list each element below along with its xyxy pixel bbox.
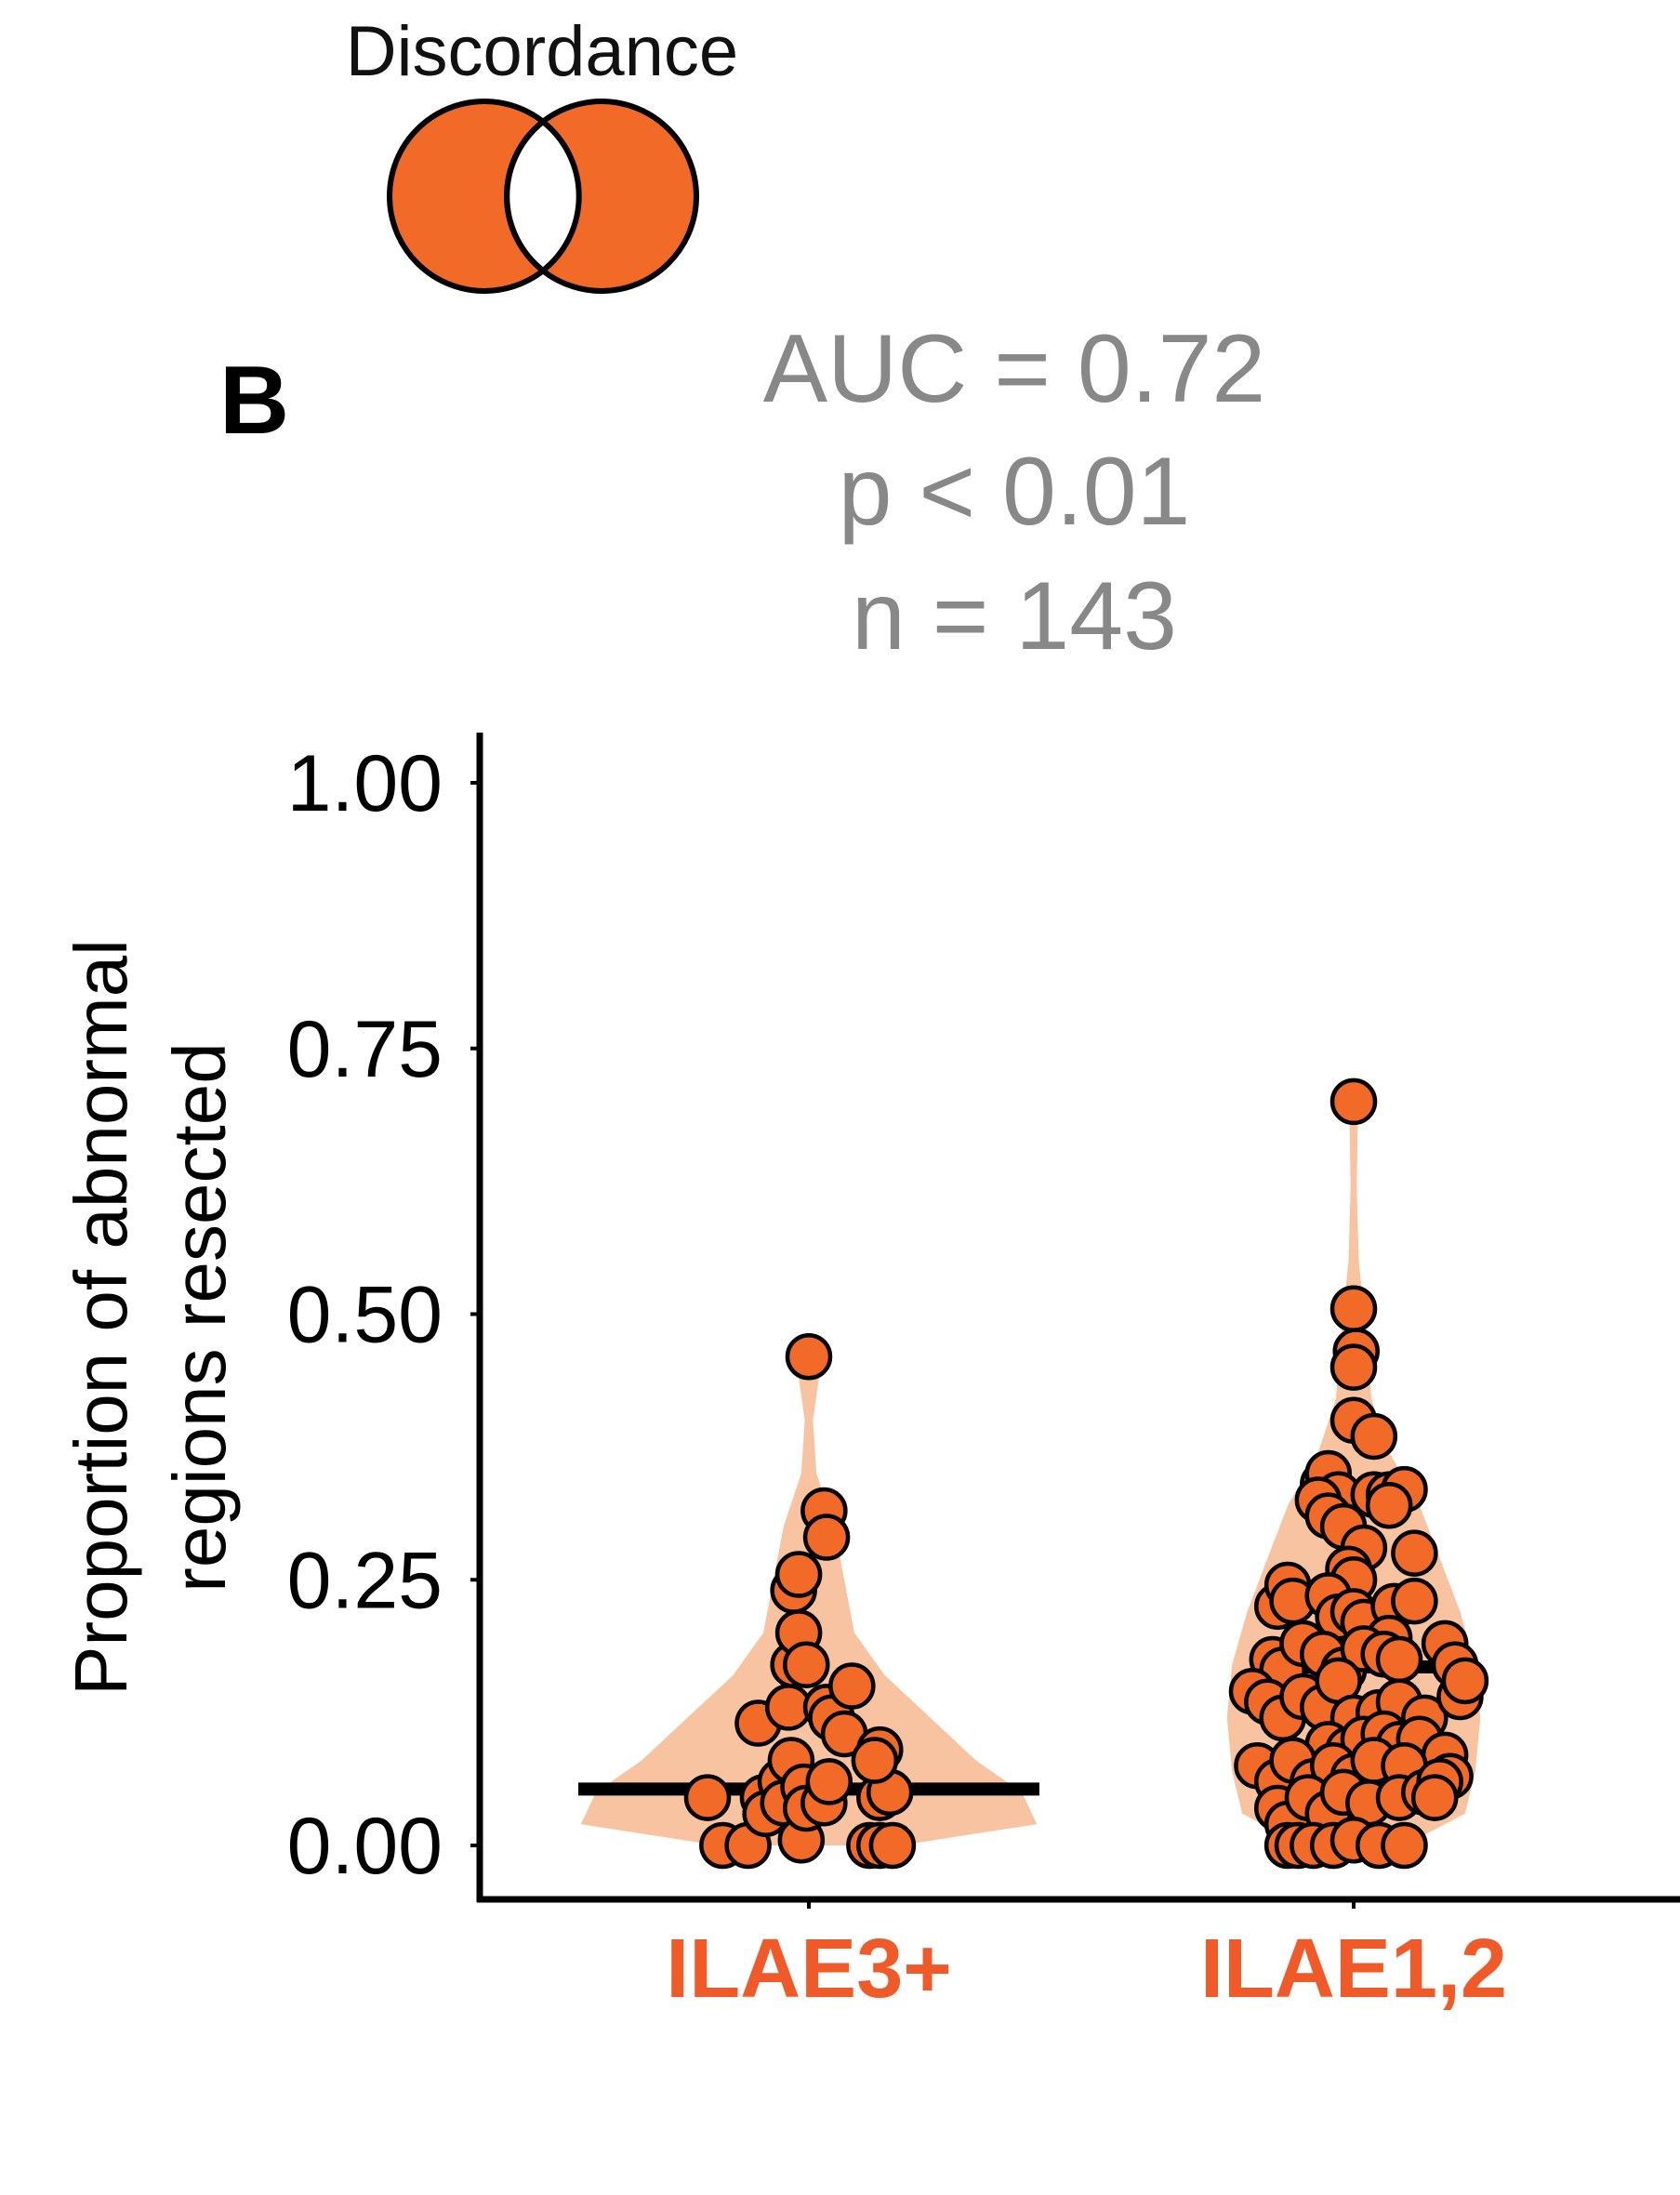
data-point (1391, 1577, 1438, 1625)
data-point (805, 1758, 853, 1805)
x-category-label: ILAE1,2 (1200, 1923, 1507, 2016)
stat-n: n = 143 (852, 562, 1177, 670)
y-tick-label: 1.00 (287, 739, 443, 828)
y-axis-title-line: Proportion of abnormal (60, 939, 142, 1696)
data-point (1391, 1529, 1438, 1577)
stat-p-value: p < 0.01 (838, 438, 1191, 546)
data-point (828, 1662, 876, 1710)
data-point (1410, 1774, 1459, 1821)
data-point (802, 1514, 851, 1561)
data-point (1329, 1285, 1378, 1333)
venn-intersection (504, 118, 582, 274)
y-tick-label: 0.75 (287, 1005, 443, 1094)
data-point (783, 1641, 830, 1688)
data-point (1375, 1635, 1423, 1684)
legend-title: Discordance (345, 12, 739, 91)
plot-area: 0.00 0.25 0.50 0.75 1.00 ILAE3+ ILAE1,2 Propo… (60, 733, 1680, 2016)
y-axis-title: Proportion of abnormal regions resected (60, 939, 241, 1696)
y-tick-label: 0.00 (287, 1802, 443, 1891)
data-point (774, 1551, 823, 1598)
venn-diagram-icon (387, 99, 699, 294)
data-point (1329, 1078, 1378, 1126)
data-point (683, 1774, 732, 1821)
y-axis-ticks: 0.00 0.25 0.50 0.75 1.00 (287, 739, 480, 1891)
y-tick-label: 0.25 (287, 1536, 443, 1625)
data-point (1441, 1657, 1489, 1705)
data-point (1350, 1412, 1398, 1461)
data-point (1365, 1481, 1413, 1529)
data-point (868, 1821, 917, 1870)
panel-label: B (219, 347, 290, 455)
x-axis-ticks: ILAE3+ ILAE1,2 (666, 1899, 1507, 2016)
stat-auc: AUC = 0.72 (762, 315, 1266, 423)
data-point (1381, 1821, 1428, 1870)
data-point (785, 1332, 833, 1381)
y-tick-label: 0.50 (287, 1271, 443, 1360)
data-point (851, 1737, 899, 1784)
y-axis-title-line: regions resected (158, 1042, 241, 1592)
x-category-label: ILAE3+ (666, 1923, 952, 2016)
data-point (1329, 1343, 1378, 1391)
data-points (683, 1078, 1489, 1870)
